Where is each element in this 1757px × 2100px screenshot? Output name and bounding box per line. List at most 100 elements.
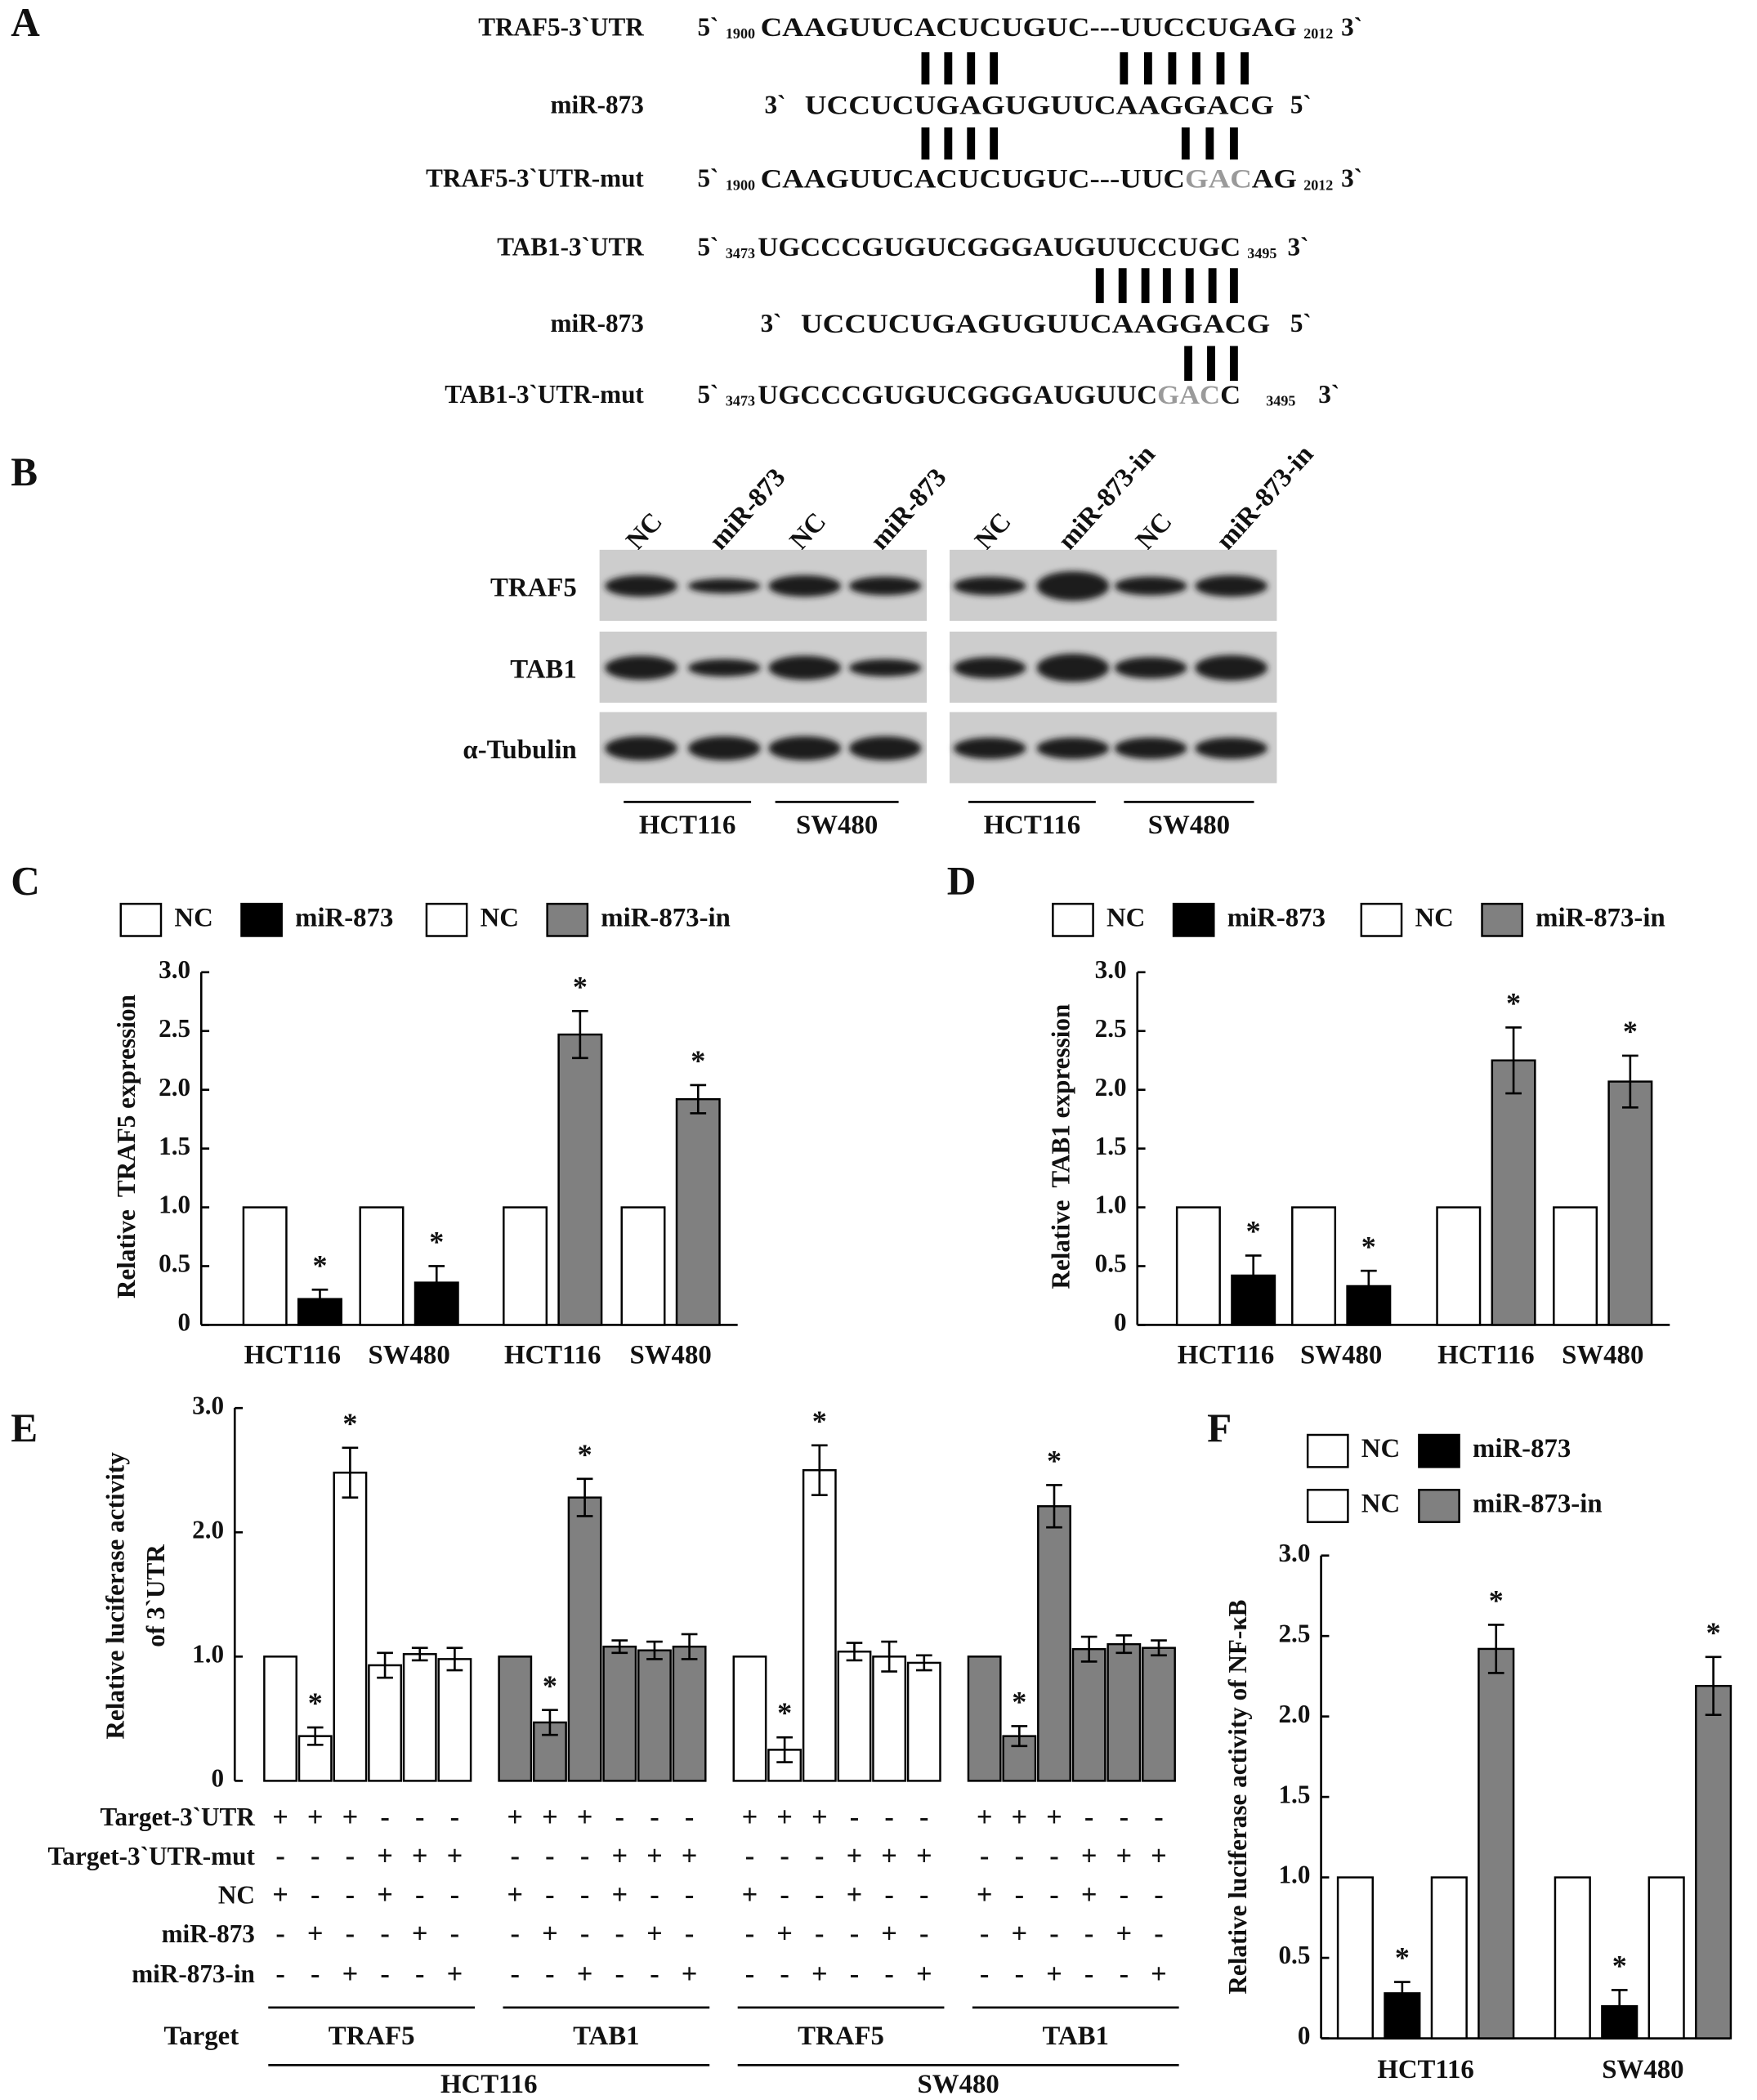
legend-label: miR-873 — [1227, 903, 1326, 932]
blot-band — [687, 579, 761, 594]
condition-sign: - — [685, 1802, 694, 1833]
x-tick-label: HCT116 — [1377, 2055, 1474, 2084]
condition-sign: + — [1151, 1959, 1167, 1990]
condition-sign: - — [511, 1919, 520, 1950]
y-axis-label: Relative luciferase activity of NF-κB — [1223, 1600, 1252, 1995]
position: 3495 — [1247, 245, 1276, 261]
condition-sign: + — [611, 1841, 628, 1872]
error-bar — [811, 1444, 828, 1496]
condition-sign: - — [650, 1959, 659, 1990]
y-tick-label: 2.0 — [1095, 1073, 1127, 1101]
base-pair — [1181, 127, 1190, 160]
base-pair — [990, 127, 999, 160]
bar — [498, 1655, 533, 1782]
position: 3473 — [726, 392, 755, 409]
bar — [1071, 1647, 1107, 1782]
row-label: Target-3`UTR-mut — [47, 1842, 255, 1870]
target-label: TRAF5 — [329, 2022, 415, 2051]
condition-sign: - — [311, 1879, 320, 1910]
x-tick-label: HCT116 — [504, 1340, 601, 1369]
bar — [1695, 1684, 1732, 2040]
row-label: miR-873 — [162, 1919, 255, 1948]
condition-sign: - — [745, 1959, 754, 1990]
y-tick-label: 1.5 — [1278, 1780, 1310, 1808]
strand-end: 3` — [1341, 12, 1362, 41]
sequence-name: miR-873 — [551, 309, 644, 337]
condition-sign: + — [507, 1802, 523, 1833]
condition-sign: - — [1120, 1959, 1129, 1990]
sequence: UCCUCUGAGUGUUCAAGGACG — [801, 309, 1270, 338]
condition-sign: - — [1120, 1879, 1129, 1910]
base-pair — [1118, 268, 1127, 303]
condition-sign: + — [447, 1841, 463, 1872]
cell-label: HCT116 — [639, 811, 736, 840]
bar — [837, 1651, 872, 1782]
condition-sign: + — [847, 1879, 863, 1910]
legend-label: NC — [481, 903, 519, 932]
condition-sign: - — [415, 1802, 424, 1833]
bar — [1336, 1876, 1374, 2040]
error-bar — [306, 1726, 324, 1746]
y-tick-label: 1.0 — [159, 1191, 190, 1219]
bar — [557, 1033, 603, 1326]
error-bar — [1245, 1254, 1262, 1297]
condition-sign: + — [646, 1919, 663, 1950]
error-bar — [646, 1640, 663, 1660]
condition-sign: + — [611, 1879, 628, 1910]
error-bar — [572, 1009, 588, 1060]
condition-sign: - — [650, 1879, 659, 1910]
condition-sign: + — [1116, 1919, 1133, 1950]
condition-sign: - — [919, 1802, 928, 1833]
bar — [1554, 1876, 1591, 2040]
condition-sign: - — [815, 1919, 824, 1950]
y-tick-label: 3.0 — [192, 1391, 224, 1419]
target-label: TAB1 — [1043, 2022, 1109, 2051]
bar — [620, 1206, 666, 1326]
condition-sign: - — [919, 1879, 928, 1910]
sequence: CAAGUUCACUCUGUC---UUC GAC AG — [761, 164, 1297, 194]
sequence-name: TRAF5-3`UTR-mut — [426, 164, 644, 193]
bar — [1553, 1206, 1598, 1326]
condition-sign: + — [776, 1919, 793, 1950]
condition-sign: - — [685, 1879, 694, 1910]
bar — [732, 1655, 767, 1782]
blot-band — [687, 659, 761, 677]
legend-swatch — [1481, 902, 1523, 937]
error-bar — [446, 1646, 463, 1672]
y-tick-label: 0 — [178, 1308, 191, 1337]
blot-band — [953, 657, 1026, 679]
blot-band — [605, 735, 677, 761]
base-pair — [1229, 346, 1238, 382]
condition-sign: - — [780, 1879, 789, 1910]
condition-sign: - — [980, 1841, 989, 1872]
x-tick-label: SW480 — [368, 1340, 449, 1369]
bar — [1430, 1876, 1468, 2040]
blot-band — [1195, 737, 1267, 759]
error-bar — [776, 1736, 793, 1763]
base-pair — [1205, 127, 1214, 160]
base-pair — [1141, 268, 1150, 303]
condition-sign: - — [1084, 1919, 1093, 1950]
error-bar — [1080, 1635, 1098, 1663]
strand-end: 5` — [697, 12, 718, 41]
condition-sign: + — [776, 1802, 793, 1833]
legend-swatch — [546, 902, 589, 937]
condition-sign: + — [742, 1802, 758, 1833]
significance-mark: * — [1489, 1584, 1504, 1616]
condition-sign: - — [815, 1879, 824, 1910]
legend-swatch — [1418, 1489, 1460, 1523]
condition-sign: - — [450, 1919, 459, 1950]
bar — [359, 1206, 405, 1326]
bar — [1436, 1206, 1482, 1326]
condition-sign: - — [511, 1959, 520, 1990]
position: 3495 — [1266, 392, 1295, 409]
condition-sign: + — [1011, 1919, 1027, 1950]
condition-sign: - — [745, 1841, 754, 1872]
bar — [672, 1645, 707, 1782]
blot-band — [768, 735, 842, 761]
base-pair — [1207, 346, 1215, 382]
condition-sign: - — [1084, 1802, 1093, 1833]
error-bar — [611, 1639, 628, 1655]
condition-sign: - — [545, 1841, 554, 1872]
x-tick-label: HCT116 — [244, 1340, 342, 1369]
